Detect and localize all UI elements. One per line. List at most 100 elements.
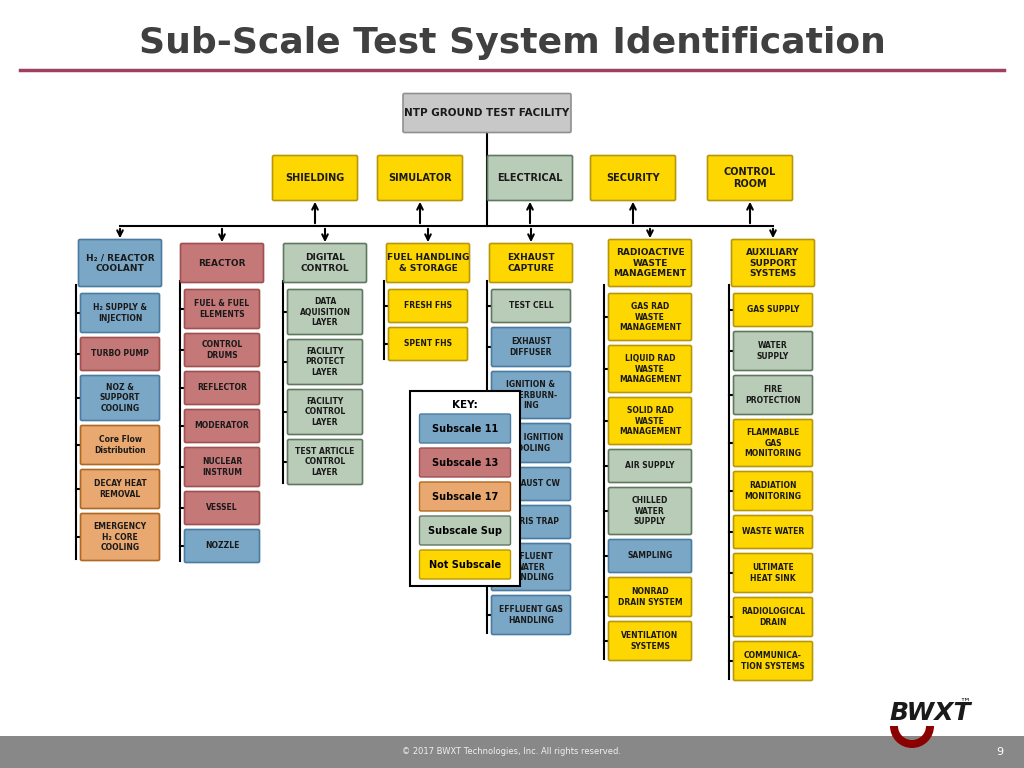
Text: EFFLUENT GAS
HANDLING: EFFLUENT GAS HANDLING [499,605,563,624]
Text: RADIOLOGICAL
DRAIN: RADIOLOGICAL DRAIN [741,607,805,627]
FancyBboxPatch shape [608,539,691,572]
Text: Subscale 11: Subscale 11 [432,423,498,433]
FancyBboxPatch shape [81,469,160,508]
FancyBboxPatch shape [81,425,160,465]
FancyBboxPatch shape [184,372,259,405]
Text: FIRE
PROTECTION: FIRE PROTECTION [745,386,801,405]
FancyBboxPatch shape [420,448,511,477]
Text: SIMULATOR: SIMULATOR [388,173,452,183]
FancyBboxPatch shape [284,243,367,283]
FancyBboxPatch shape [81,376,160,421]
FancyBboxPatch shape [79,240,162,286]
Text: CHILLED
WATER
SUPPLY: CHILLED WATER SUPPLY [632,496,669,526]
Text: EXHAUST
CAPTURE: EXHAUST CAPTURE [507,253,555,273]
FancyBboxPatch shape [733,472,812,511]
FancyBboxPatch shape [608,449,691,482]
FancyBboxPatch shape [492,544,570,591]
FancyBboxPatch shape [184,333,259,366]
FancyBboxPatch shape [608,578,691,617]
FancyBboxPatch shape [420,516,511,545]
Text: EXHAUST CW: EXHAUST CW [503,479,559,488]
Text: Sub-Scale Test System Identification: Sub-Scale Test System Identification [138,26,886,60]
FancyBboxPatch shape [489,243,572,283]
FancyBboxPatch shape [487,155,572,200]
Text: EMERGENCY
H₂ CORE
COOLING: EMERGENCY H₂ CORE COOLING [93,522,146,552]
Text: Core Flow
Distribution: Core Flow Distribution [94,435,145,455]
Text: COMMUNICA-
TION SYSTEMS: COMMUNICA- TION SYSTEMS [741,651,805,670]
Text: NOZZLE: NOZZLE [205,541,240,551]
Text: NOZ &
SUPPORT
COOLING: NOZ & SUPPORT COOLING [99,383,140,413]
Text: Subscale Sup: Subscale Sup [428,525,502,535]
FancyBboxPatch shape [184,448,259,486]
FancyBboxPatch shape [180,243,263,283]
FancyBboxPatch shape [591,155,676,200]
FancyBboxPatch shape [378,155,463,200]
Text: AIR SUPPLY: AIR SUPPLY [626,462,675,471]
Text: TEST CELL: TEST CELL [509,302,553,310]
Text: © 2017 BWXT Technologies, Inc. All rights reserved.: © 2017 BWXT Technologies, Inc. All right… [402,747,622,756]
FancyBboxPatch shape [420,414,511,443]
FancyBboxPatch shape [388,290,468,323]
Text: IGNITION &
AFTERBURN-
ING: IGNITION & AFTERBURN- ING [504,380,558,410]
Text: FRESH FHS: FRESH FHS [404,302,452,310]
FancyBboxPatch shape [403,94,571,133]
FancyBboxPatch shape [492,423,570,462]
Text: BWXT: BWXT [889,701,971,725]
Text: CONTROL
DRUMS: CONTROL DRUMS [202,340,243,359]
Text: MODERATOR: MODERATOR [195,422,250,431]
Text: TEST ARTICLE
CONTROL
LAYER: TEST ARTICLE CONTROL LAYER [295,447,354,477]
Text: LIQUID RAD
WASTE
MANAGEMENT: LIQUID RAD WASTE MANAGEMENT [618,354,681,384]
FancyBboxPatch shape [608,293,691,340]
Text: FUEL & FUEL
ELEMENTS: FUEL & FUEL ELEMENTS [195,300,250,319]
FancyBboxPatch shape [492,468,570,501]
Wedge shape [890,726,934,748]
FancyBboxPatch shape [288,389,362,435]
Text: Subscale 17: Subscale 17 [432,492,498,502]
FancyBboxPatch shape [492,372,570,419]
Text: SECURITY: SECURITY [606,173,659,183]
FancyBboxPatch shape [420,550,511,579]
Text: Subscale 13: Subscale 13 [432,458,498,468]
FancyBboxPatch shape [608,346,691,392]
Text: FLAMMABLE
GAS
MONITORING: FLAMMABLE GAS MONITORING [744,428,802,458]
FancyBboxPatch shape [184,492,259,525]
Text: VENTILATION
SYSTEMS: VENTILATION SYSTEMS [622,631,679,650]
FancyBboxPatch shape [733,293,812,326]
FancyBboxPatch shape [733,419,812,466]
Text: ELECTRICAL: ELECTRICAL [498,173,563,183]
Text: FACILITY
CONTROL
LAYER: FACILITY CONTROL LAYER [304,397,346,427]
FancyBboxPatch shape [386,243,469,283]
Text: EFFLUENT
WATER
HANDLING: EFFLUENT WATER HANDLING [508,552,554,582]
Text: REACTOR: REACTOR [199,259,246,267]
FancyBboxPatch shape [608,240,691,286]
Text: NTP GROUND TEST FACILITY: NTP GROUND TEST FACILITY [404,108,569,118]
FancyBboxPatch shape [288,290,362,335]
Text: WASTE WATER: WASTE WATER [741,528,804,537]
FancyBboxPatch shape [184,409,259,442]
FancyBboxPatch shape [288,439,362,485]
Text: POST IGNITION
COOLING: POST IGNITION COOLING [499,433,563,452]
Text: RADIATION
MONITORING: RADIATION MONITORING [744,482,802,501]
Text: Not Subscale: Not Subscale [429,560,501,570]
Text: WATER
SUPPLY: WATER SUPPLY [757,341,790,361]
Text: REFLECTOR: REFLECTOR [197,383,247,392]
Text: TURBO PUMP: TURBO PUMP [91,349,148,359]
FancyBboxPatch shape [420,482,511,511]
FancyBboxPatch shape [184,529,259,562]
FancyBboxPatch shape [733,641,812,680]
Text: SAMPLING: SAMPLING [628,551,673,561]
FancyBboxPatch shape [0,736,1024,768]
FancyBboxPatch shape [708,155,793,200]
FancyBboxPatch shape [492,290,570,323]
Text: SOLID RAD
WASTE
MANAGEMENT: SOLID RAD WASTE MANAGEMENT [618,406,681,436]
FancyBboxPatch shape [733,376,812,415]
FancyBboxPatch shape [81,293,160,333]
Text: DIGITAL
CONTROL: DIGITAL CONTROL [301,253,349,273]
FancyBboxPatch shape [733,332,812,370]
Text: FACILITY
PROTECT
LAYER: FACILITY PROTECT LAYER [305,347,345,377]
Text: DEBRIS TRAP: DEBRIS TRAP [503,518,559,527]
FancyBboxPatch shape [733,515,812,548]
Text: SHIELDING: SHIELDING [286,173,345,183]
Text: GAS SUPPLY: GAS SUPPLY [746,306,799,315]
FancyBboxPatch shape [81,337,160,370]
